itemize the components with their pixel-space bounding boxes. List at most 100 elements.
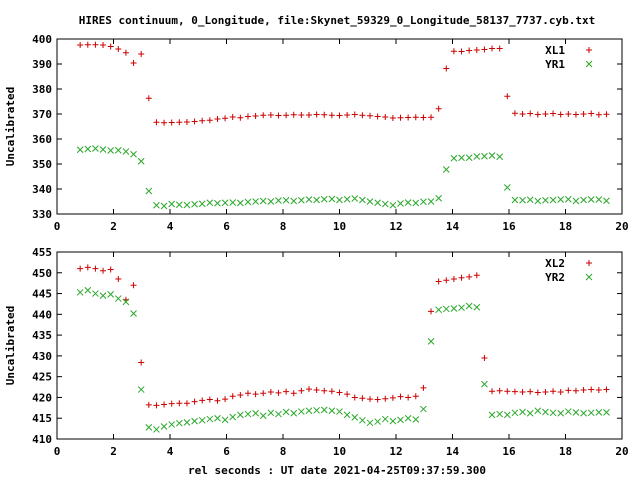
legend-marker (586, 47, 592, 53)
data-point (328, 112, 335, 119)
data-point (549, 409, 557, 417)
data-point (221, 416, 229, 424)
data-point (374, 418, 381, 425)
series-yr2 (76, 286, 610, 433)
data-point (488, 152, 496, 159)
data-point (489, 388, 496, 395)
data-point (221, 199, 229, 207)
data-point (183, 119, 190, 125)
data-point (503, 184, 511, 191)
x-tick-label: 6 (223, 445, 230, 458)
data-point (550, 110, 557, 117)
data-point (336, 196, 343, 204)
series-yr1 (76, 145, 610, 210)
data-point (99, 292, 107, 299)
data-point (428, 114, 435, 121)
data-point (488, 411, 496, 419)
data-point (389, 201, 397, 209)
data-point (107, 291, 115, 298)
data-point (466, 47, 473, 54)
y-tick-label: 380 (32, 83, 52, 96)
data-point (405, 394, 412, 401)
data-point (427, 198, 435, 205)
data-point (542, 111, 549, 117)
data-point (252, 198, 259, 205)
x-tick-label: 14 (446, 220, 460, 233)
legend-label: XL2 (545, 257, 565, 270)
x-tick-label: 12 (389, 445, 402, 458)
x-tick-label: 18 (559, 445, 572, 458)
data-point (367, 112, 374, 119)
data-point (259, 197, 267, 205)
data-point (244, 198, 252, 206)
data-point (580, 409, 587, 417)
x-tick-label: 10 (333, 445, 346, 458)
data-point (534, 389, 541, 396)
data-point (100, 42, 107, 48)
data-point (534, 407, 542, 415)
data-point (473, 272, 480, 279)
data-point (252, 391, 259, 398)
y-tick-label: 420 (32, 391, 52, 404)
data-point (290, 409, 298, 417)
data-point (557, 409, 565, 417)
data-point (161, 119, 168, 126)
data-point (450, 276, 457, 283)
data-point (138, 51, 145, 57)
data-point (175, 201, 183, 209)
data-point (76, 146, 84, 154)
data-point (328, 407, 336, 415)
data-point (130, 60, 137, 66)
data-point (160, 423, 168, 430)
data-point (260, 112, 267, 119)
legend-label: YR2 (545, 271, 565, 284)
y-tick-label: 390 (32, 58, 52, 71)
series-xl1 (77, 41, 610, 126)
data-point (519, 389, 526, 396)
data-point (496, 153, 504, 161)
data-point (198, 200, 206, 208)
data-point (168, 119, 175, 126)
data-point (587, 409, 595, 417)
data-point (374, 396, 381, 403)
data-point (183, 419, 191, 426)
data-point (503, 411, 511, 419)
x-axis-label: rel seconds : UT date 2021-04-25T09:37:5… (188, 464, 486, 477)
data-point (199, 117, 206, 124)
data-point (321, 111, 328, 118)
data-point (442, 305, 450, 313)
data-point (328, 195, 336, 203)
data-point (107, 43, 114, 50)
data-point (138, 359, 145, 366)
x-tick-label: 16 (502, 445, 516, 458)
data-point (275, 197, 282, 204)
data-point (298, 408, 305, 415)
data-point (115, 46, 122, 52)
y-tick-label: 455 (32, 246, 52, 259)
data-point (481, 354, 488, 361)
data-point (313, 386, 320, 393)
data-point (374, 113, 381, 120)
data-point (412, 199, 420, 207)
data-point (565, 111, 572, 117)
data-point (435, 194, 443, 202)
data-point (420, 114, 427, 121)
data-point (404, 414, 412, 422)
data-point (343, 411, 351, 419)
data-point (374, 199, 381, 207)
data-point (199, 397, 206, 404)
data-point (481, 152, 488, 160)
data-point (175, 419, 183, 427)
data-point (404, 199, 412, 206)
data-point (351, 394, 358, 401)
data-point (381, 200, 389, 208)
data-point (367, 396, 374, 403)
data-point (92, 290, 99, 297)
data-point (305, 386, 312, 393)
data-point (336, 112, 343, 119)
data-point (412, 416, 420, 423)
legend-label: XL1 (545, 44, 565, 57)
y-tick-label: 445 (32, 288, 52, 301)
data-point (344, 112, 351, 118)
y-tick-label: 340 (32, 183, 52, 196)
